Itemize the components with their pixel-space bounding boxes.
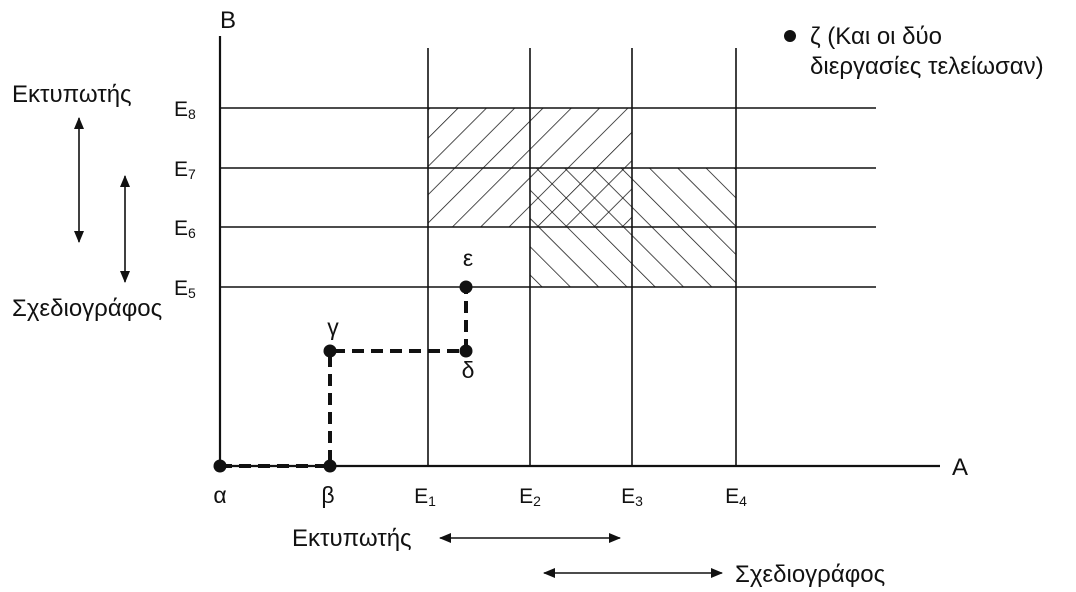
x-tick-labels: α β E1 E2 E3 E4 (213, 482, 747, 509)
point-beta (323, 459, 337, 473)
bottom-plotter-label: Σχεδιογράφος (735, 561, 885, 588)
left-plotter-label: Σχεδιογράφος (12, 295, 162, 322)
point-epsilon (459, 280, 473, 294)
y-tick-e6: E6 (174, 217, 196, 241)
y-tick-labels: E5 E6 E7 E8 (174, 98, 196, 301)
x-tick-e3: E3 (621, 485, 643, 509)
label-epsilon: ε (463, 245, 473, 271)
point-delta (459, 344, 473, 358)
hatched-regions (428, 108, 736, 287)
y-tick-e5: E5 (174, 277, 196, 301)
y-axis-label: B (220, 7, 236, 34)
x-tick-beta: β (321, 482, 334, 508)
x-tick-alpha: α (213, 482, 226, 508)
point-gamma (323, 344, 337, 358)
trajectory-points (213, 30, 796, 473)
left-printer-label: Εκτυπωτής (12, 81, 132, 108)
y-tick-e8: E8 (174, 98, 196, 122)
trajectory-path (220, 287, 468, 468)
x-tick-e4: E4 (725, 485, 747, 509)
legend-text-line2: διεργασίες τελείωσαν) (810, 53, 1044, 80)
x-tick-e2: E2 (519, 485, 541, 509)
x-tick-e1: E1 (414, 485, 436, 509)
label-delta: δ (462, 357, 475, 383)
grid-lines (220, 48, 876, 466)
legend-text-line1: ζ (Και οι δύο (810, 23, 942, 50)
label-gamma: γ (327, 314, 339, 340)
x-axis-label: A (952, 454, 968, 481)
bottom-printer-label: Εκτυπωτής (292, 525, 412, 552)
y-tick-e7: E7 (174, 158, 196, 182)
legend-dot (784, 30, 796, 42)
point-alpha (213, 459, 227, 473)
